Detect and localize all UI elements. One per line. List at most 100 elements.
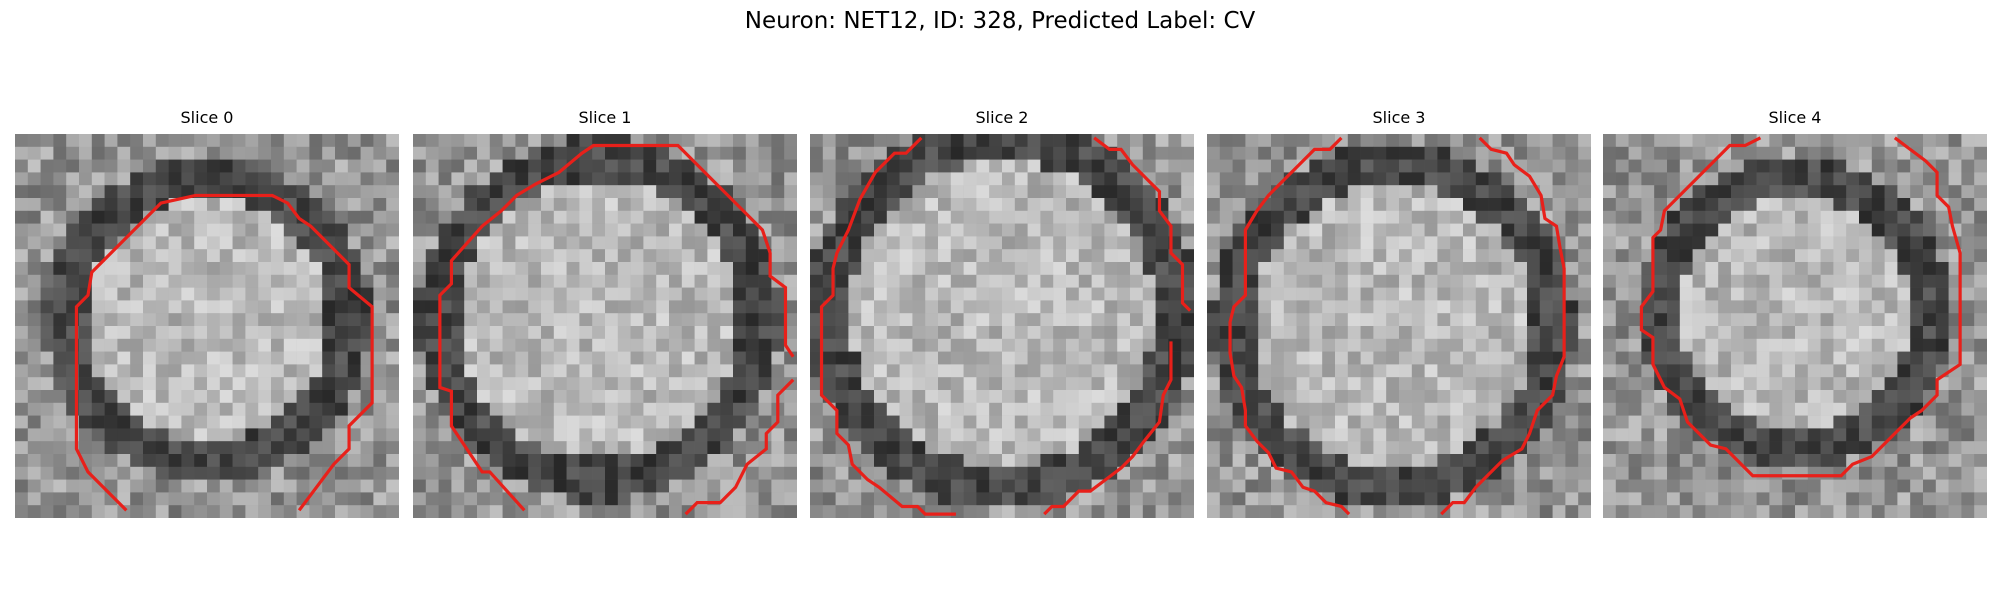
pixel: [1078, 402, 1092, 416]
pixel: [1654, 415, 1668, 429]
pixel: [938, 338, 952, 352]
pixel: [1373, 415, 1387, 429]
pixel: [1603, 313, 1617, 327]
pixel: [322, 351, 336, 365]
pixel: [309, 415, 323, 429]
pixel: [1232, 236, 1246, 250]
pixel: [66, 287, 80, 301]
pixel: [1399, 492, 1413, 506]
pixel: [1756, 274, 1770, 288]
pixel: [771, 198, 785, 212]
pixel: [1142, 377, 1156, 391]
pixel: [592, 262, 606, 276]
pixel: [874, 428, 888, 442]
pixel: [386, 210, 399, 224]
pixel: [1615, 313, 1629, 327]
pixel: [1705, 415, 1719, 429]
pixel: [1884, 441, 1898, 455]
pixel: [1859, 402, 1873, 416]
pixel: [541, 479, 555, 493]
pixel: [989, 210, 1003, 224]
pixel: [1168, 185, 1182, 199]
pixel: [1181, 377, 1194, 391]
pixel: [1974, 274, 1987, 288]
pixel: [1667, 338, 1681, 352]
pixel: [643, 441, 657, 455]
pixel: [1360, 313, 1374, 327]
pixel: [1910, 441, 1924, 455]
pixel: [1347, 274, 1361, 288]
pixel: [1053, 364, 1067, 378]
pixel: [605, 300, 619, 314]
pixel: [745, 390, 759, 404]
pixel: [1475, 505, 1489, 518]
pixel: [1027, 428, 1041, 442]
pixel: [515, 223, 529, 237]
pixel: [181, 249, 195, 263]
pixel: [656, 326, 670, 340]
pixel: [1501, 364, 1515, 378]
pixel: [245, 172, 259, 186]
pixel: [899, 479, 913, 493]
pixel: [1807, 390, 1821, 404]
pixel: [784, 505, 797, 518]
pixel: [451, 134, 465, 148]
pixel: [1795, 313, 1809, 327]
pixel: [745, 351, 759, 365]
pixel: [464, 262, 478, 276]
pixel: [617, 223, 631, 237]
pixel: [1527, 134, 1541, 148]
pixel: [771, 338, 785, 352]
pixel: [104, 223, 118, 237]
pixel: [1846, 287, 1860, 301]
pixel: [27, 364, 41, 378]
pixel: [1271, 505, 1285, 518]
pixel: [1859, 338, 1873, 352]
pixel: [1104, 377, 1118, 391]
pixel: [899, 390, 913, 404]
pixel: [1871, 223, 1885, 237]
pixel: [1347, 249, 1361, 263]
pixel: [489, 428, 503, 442]
pixel: [771, 466, 785, 480]
pixel: [1743, 185, 1757, 199]
pixel: [1322, 377, 1336, 391]
pixel: [1961, 377, 1975, 391]
pixel: [899, 210, 913, 224]
pixel: [1258, 146, 1272, 160]
pixel: [91, 390, 105, 404]
pixel: [771, 300, 785, 314]
pixel: [1040, 134, 1054, 148]
pixel: [1488, 377, 1502, 391]
pixel: [566, 364, 580, 378]
pixel: [1258, 236, 1272, 250]
pixel: [1859, 415, 1873, 429]
pixel: [1679, 466, 1693, 480]
pixel: [1961, 492, 1975, 506]
pixel: [1130, 326, 1144, 340]
pixel: [1820, 338, 1834, 352]
pixel: [1463, 210, 1477, 224]
pixel: [771, 364, 785, 378]
pixel: [1654, 172, 1668, 186]
pixel: [1692, 466, 1706, 480]
pixel: [1142, 287, 1156, 301]
pixel: [347, 364, 361, 378]
segmentation-contour: [684, 378, 795, 516]
pixel: [1360, 262, 1374, 276]
pixel: [835, 134, 849, 148]
pixel: [1411, 274, 1425, 288]
pixel: [1961, 479, 1975, 493]
pixel: [669, 338, 683, 352]
pixel: [669, 364, 683, 378]
pixel: [989, 146, 1003, 160]
pixel: [347, 351, 361, 365]
pixel: [1820, 159, 1834, 173]
pixel: [1437, 159, 1451, 173]
pixel: [643, 172, 657, 186]
pixel: [1066, 210, 1080, 224]
pixel: [553, 300, 567, 314]
pixel: [963, 185, 977, 199]
pixel: [1859, 287, 1873, 301]
pixel: [553, 262, 567, 276]
